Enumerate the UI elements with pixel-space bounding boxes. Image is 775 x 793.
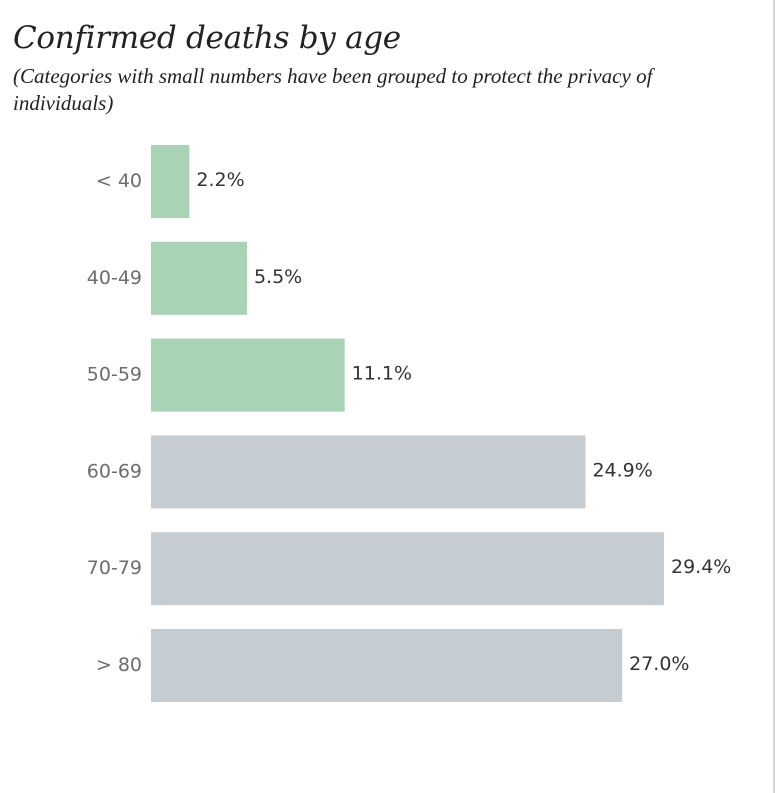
category-label-2: 50-59 [87,364,142,386]
bar-5 [151,629,623,702]
frame-edge [773,0,775,793]
value-label-1: 5.5% [254,266,302,288]
value-label-5: 27.0% [629,653,689,675]
category-label-0: < 40 [96,170,142,192]
value-label-2: 11.1% [352,363,412,385]
chart-subtitle: (Categories with small numbers have been… [13,64,653,115]
category-label-4: 70-79 [87,557,142,579]
chart-title: Confirmed deaths by age [13,20,401,56]
value-label-4: 29.4% [671,556,731,578]
value-label-0: 2.2% [196,169,244,191]
category-label-3: 60-69 [87,460,142,482]
bar-2 [151,338,345,412]
bar-0 [151,145,190,218]
value-label-3: 24.9% [592,459,652,481]
bar-4 [151,532,664,606]
category-label-1: 40-49 [87,267,142,289]
bar-3 [151,435,586,509]
category-label-5: > 80 [96,654,142,676]
bar-1 [151,241,247,315]
